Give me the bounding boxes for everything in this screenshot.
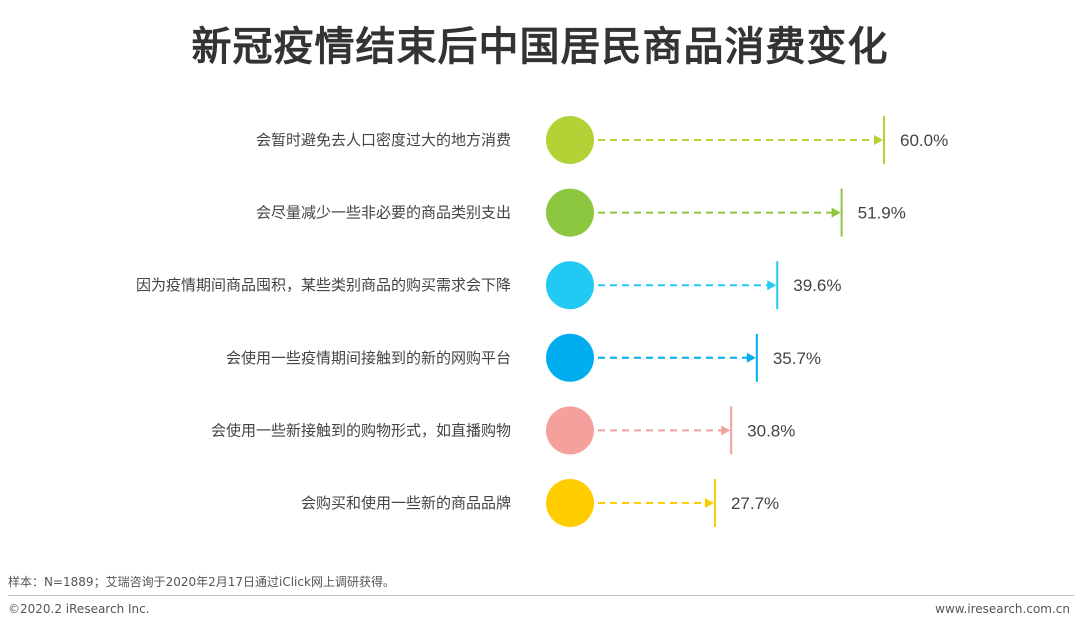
- category-label: 会尽量减少一些非必要的商品类别支出: [256, 204, 511, 222]
- value-label: 51.9%: [858, 204, 906, 223]
- value-label: 39.6%: [793, 276, 841, 295]
- arrow-head: [874, 135, 883, 145]
- arrow-head: [767, 280, 777, 291]
- sample-note: 样本：N=1889；艾瑞咨询于2020年2月17日通过iClick网上调研获得。: [8, 575, 395, 589]
- value-label: 35.7%: [773, 349, 821, 368]
- category-label: 会购买和使用一些新的商品品牌: [301, 494, 511, 512]
- arrow-head: [746, 352, 756, 363]
- category-label: 会暂时避免去人口密度过大的地方消费: [256, 131, 511, 149]
- copyright-text: ©2020.2 iResearch Inc.: [8, 602, 150, 616]
- arrow-head: [721, 425, 731, 436]
- value-label: 60.0%: [900, 131, 948, 150]
- category-dot: [546, 261, 594, 310]
- category-dot: [546, 116, 594, 164]
- arrow-head: [831, 207, 841, 218]
- category-dot: [546, 188, 594, 237]
- chart-area: 会暂时避免去人口密度过大的地方消费 60.0% 会尽量减少一些非必要的商品类别支出 5…: [136, 116, 948, 527]
- category-label: 会使用一些新接触到的购物形式，如直播购物: [211, 421, 511, 439]
- value-label: 30.8%: [747, 421, 795, 440]
- category-label: 因为疫情期间商品囤积，某些类别商品的购买需求会下降: [136, 276, 511, 294]
- footer-divider: [8, 595, 1074, 596]
- category-dot: [546, 406, 594, 455]
- value-label: 27.7%: [731, 494, 779, 513]
- category-dot: [546, 479, 594, 527]
- category-label: 会使用一些疫情期间接触到的新的网购平台: [226, 349, 511, 367]
- arrow-head: [704, 498, 714, 508]
- category-dot: [546, 333, 594, 382]
- chart-title: 新冠疫情结束后中国居民商品消费变化: [191, 24, 889, 70]
- website-link[interactable]: www.iresearch.com.cn: [935, 602, 1070, 616]
